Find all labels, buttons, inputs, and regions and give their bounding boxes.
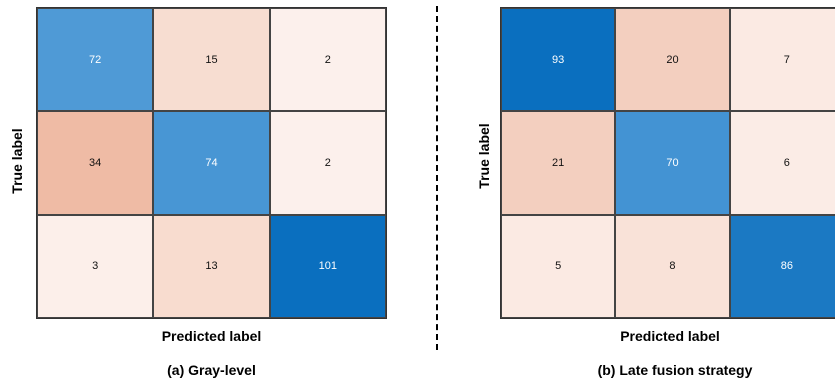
x-axis-label: Predicted label [161, 328, 262, 344]
cell-value-label: 7 [783, 53, 790, 66]
cell-value-label: 13 [205, 260, 218, 273]
cell-value-label: 74 [205, 156, 218, 169]
heatmap-cell: 2 [269, 8, 386, 112]
cell-value-label: 6 [783, 156, 790, 169]
cell-value-label: 2 [324, 53, 331, 66]
heatmap-cell: 86 [729, 214, 835, 318]
cell-value-label: 34 [89, 156, 102, 169]
heatmap-grid: 72 15 2 34 74 2 3 13 101 [36, 7, 387, 319]
heatmap-cell: 7 [729, 8, 835, 112]
cell-value-label: 2 [324, 156, 331, 169]
x-axis-label: Predicted label [620, 328, 720, 344]
heatmap-cell: 13 [153, 214, 270, 318]
heatmap-cell: 93 [501, 8, 616, 112]
cell-value-label: 21 [552, 156, 565, 169]
heatmap-cell: 5 [501, 214, 616, 318]
heatmap-cell: 8 [615, 214, 730, 318]
heatmap-cell: 101 [269, 214, 386, 318]
cell-value-label: 3 [92, 260, 99, 273]
cell-value-label: 20 [666, 53, 679, 66]
panel-caption: (a) Gray-level [167, 362, 256, 378]
heatmap-cell: 21 [501, 111, 616, 215]
heatmap-cell: 20 [615, 8, 730, 112]
heatmap-cell: 3 [37, 214, 154, 318]
panel-caption: (b) Late fusion strategy [597, 362, 753, 378]
cell-value-label: 5 [555, 260, 562, 273]
y-axis-label: True label [9, 128, 25, 194]
heatmap-cell: 70 [615, 111, 730, 215]
heatmap-cell: 2 [269, 111, 386, 215]
cell-value-label: 8 [669, 260, 676, 273]
cell-value-label: 86 [780, 260, 793, 273]
confusion-matrix-panel-b: True label 93 20 7 21 70 6 5 8 86 Predicted labe… [460, 0, 835, 382]
cell-value-label: 72 [89, 53, 102, 66]
heatmap-cell: 6 [729, 111, 835, 215]
heatmap-grid: 93 20 7 21 70 6 5 8 86 [500, 7, 835, 319]
heatmap-cell: 74 [153, 111, 270, 215]
cell-value-label: 93 [552, 53, 565, 66]
heatmap-cell: 72 [37, 8, 154, 112]
cell-value-label: 101 [318, 260, 337, 273]
cell-value-label: 15 [205, 53, 218, 66]
dashed-divider [436, 6, 438, 350]
heatmap-cell: 15 [153, 8, 270, 112]
confusion-matrix-panel-a: True label 72 15 2 34 74 2 3 13 101 Predicted la… [9, 7, 387, 378]
cell-value-label: 70 [666, 156, 679, 169]
heatmap-cell: 34 [37, 111, 154, 215]
y-axis-label: True label [476, 123, 492, 189]
